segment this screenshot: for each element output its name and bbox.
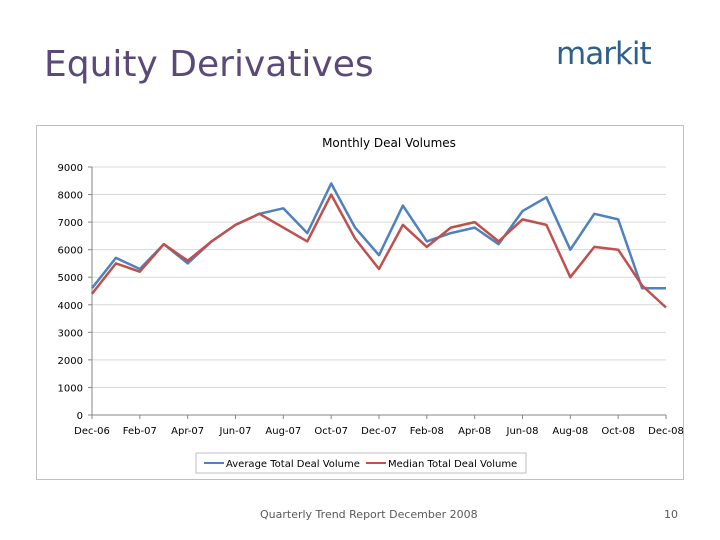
markit-logo: markit (556, 36, 652, 72)
y-tick-label: 2000 (58, 356, 83, 367)
x-tick-label: Dec-08 (648, 426, 684, 437)
x-tick-label: Aug-08 (552, 426, 588, 437)
chart-frame (36, 125, 684, 480)
series-line-median (91, 193, 667, 309)
y-tick-label: 0 (77, 411, 83, 422)
chart-title: Monthly Deal Volumes (322, 136, 456, 150)
x-tick-label: Apr-08 (458, 426, 491, 437)
page-number: 10 (664, 508, 678, 521)
y-tick-label: 7000 (58, 218, 83, 229)
y-tick-label: 8000 (58, 191, 83, 202)
x-tick-label: Dec-07 (361, 426, 397, 437)
monthly-deal-volumes-chart: Monthly Deal Volumes 0 1000 2000 3000 4000 500… (58, 136, 684, 474)
legend-label: Median Total Deal Volume (388, 459, 517, 470)
x-tick-label: Dec-06 (74, 426, 110, 437)
y-tick-label: 9000 (58, 163, 83, 174)
y-tick-label: 3000 (58, 328, 83, 339)
y-tick-label: 1000 (58, 383, 83, 394)
x-tick-label: Aug-07 (265, 426, 301, 437)
x-tick-label: Oct-07 (314, 426, 348, 437)
legend-label: Average Total Deal Volume (226, 459, 360, 470)
x-tick-label: Jun-07 (219, 426, 252, 437)
slide-title: Equity Derivatives (44, 44, 374, 85)
y-tick-label: 6000 (58, 246, 83, 257)
x-tick-label: Feb-08 (410, 426, 444, 437)
y-tick-label: 4000 (58, 301, 83, 312)
x-tick-label: Jun-08 (506, 426, 539, 437)
x-tick-label: Apr-07 (171, 426, 204, 437)
footer-text: Quarterly Trend Report December 2008 (260, 508, 478, 521)
series-line-average (91, 182, 666, 290)
legend-box (195, 452, 527, 474)
x-tick-label: Oct-08 (601, 426, 635, 437)
x-tick-label: Feb-07 (123, 426, 157, 437)
y-tick-label: 5000 (58, 273, 83, 284)
